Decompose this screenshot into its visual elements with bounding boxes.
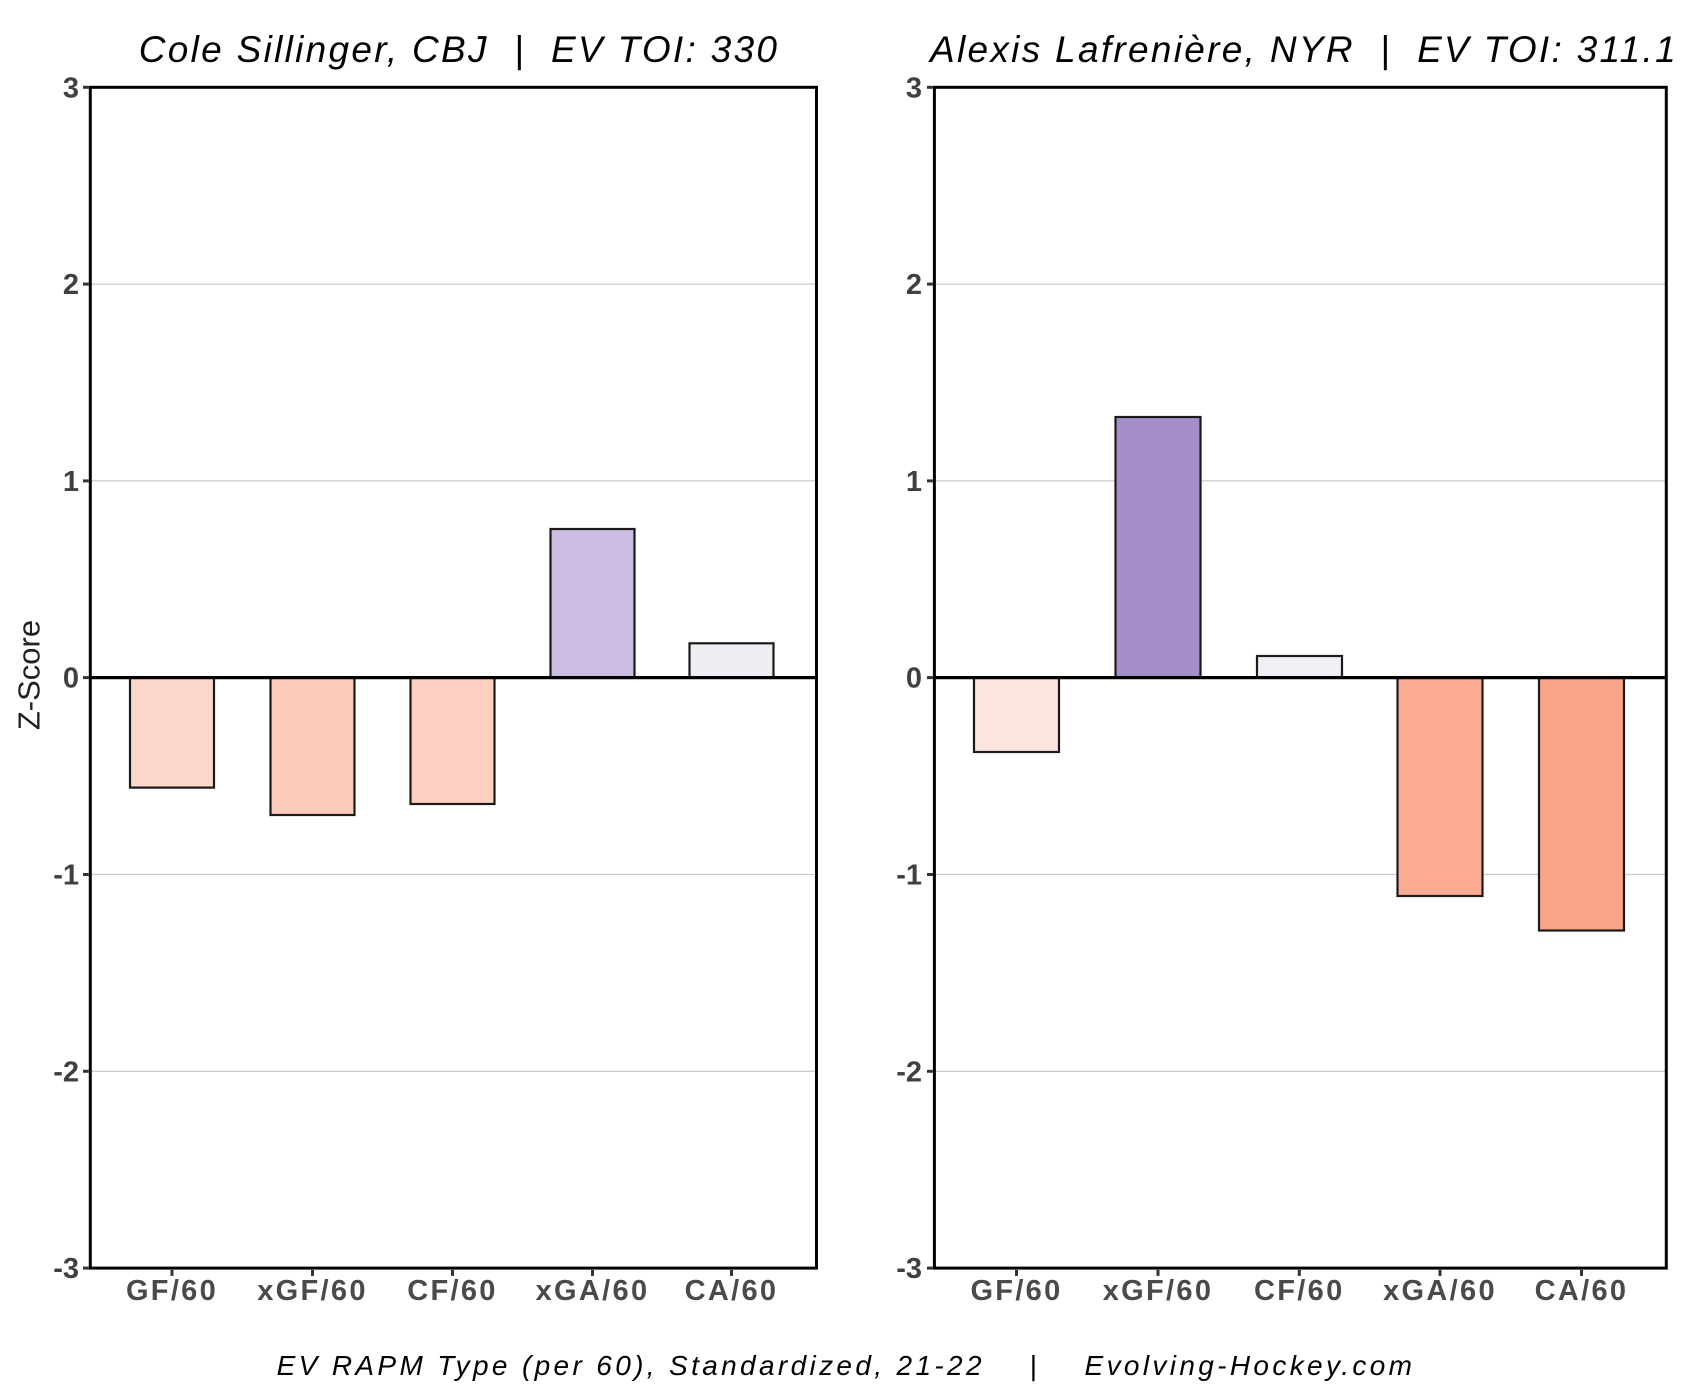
svg-text:3: 3 [906,72,922,104]
svg-text:Cole Sillinger, CBJ | EV TOI: Cole Sillinger, CBJ | EV TOI: 330 [139,29,780,70]
svg-text:1: 1 [63,466,79,498]
svg-text:CF/60: CF/60 [407,1275,497,1307]
svg-text:CF/60: CF/60 [1254,1275,1344,1307]
svg-text:-2: -2 [53,1056,79,1088]
svg-text:Z-Score: Z-Score [12,620,47,730]
svg-text:xGA/60: xGA/60 [1383,1275,1497,1307]
svg-text:EV RAPM Type (per 60), Standar: EV RAPM Type (per 60), Standardized, 21-… [277,1350,1416,1381]
svg-text:-3: -3 [53,1253,79,1285]
svg-text:xGF/60: xGF/60 [257,1275,368,1307]
svg-text:-3: -3 [896,1253,922,1285]
svg-text:0: 0 [906,663,922,695]
svg-text:3: 3 [63,72,79,104]
svg-text:xGA/60: xGA/60 [536,1275,650,1307]
svg-text:2: 2 [906,269,922,301]
svg-text:Alexis Lafrenière, NYR | EV: Alexis Lafrenière, NYR | EV TOI: 311.1 [928,29,1678,70]
svg-text:-1: -1 [53,860,79,892]
svg-text:-1: -1 [896,860,922,892]
svg-text:CA/60: CA/60 [685,1275,779,1307]
svg-text:0: 0 [63,663,79,695]
svg-text:GF/60: GF/60 [970,1275,1062,1307]
svg-text:1: 1 [906,466,922,498]
svg-text:xGF/60: xGF/60 [1103,1275,1214,1307]
svg-text:CA/60: CA/60 [1535,1275,1629,1307]
svg-text:2: 2 [63,269,79,301]
svg-text:GF/60: GF/60 [126,1275,218,1307]
svg-text:-2: -2 [896,1056,922,1088]
